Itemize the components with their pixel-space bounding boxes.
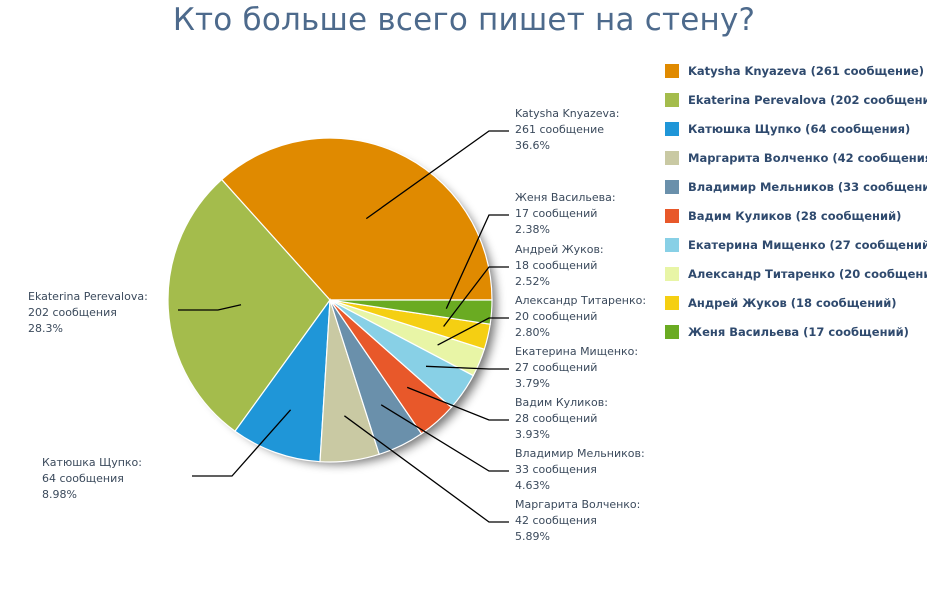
slice-label-6-line-3: 3.93% [515,428,550,441]
legend-swatch [665,209,679,223]
legend-item-3: Катюшка Щупко (64 сообщения) [665,120,927,149]
legend-swatch [665,93,679,107]
legend-label: Катюшка Щупко (64 сообщения) [688,122,911,136]
slice-label-8-line-3: 2.80% [515,326,550,339]
slice-label-2-line-3: 28.3% [28,322,63,335]
pie-slice-10 [329,299,493,325]
legend-swatch [665,64,679,78]
slice-label-3-line-3: 8.98% [42,488,77,501]
legend-label: Андрей Жуков (18 сообщений) [688,296,897,310]
legend-swatch [665,325,679,339]
slice-label-8-line-1: Александр Титаренко: [515,294,646,307]
slice-label-4-line-3: 5.89% [515,530,550,543]
leader-line-5 [380,404,509,472]
leader-line-6 [406,386,509,421]
legend-item-6: Вадим Куликов (28 сообщений) [665,207,927,236]
slice-label-4-line-1: Маргарита Волченко: [515,498,640,511]
slice-label-5-line-3: 4.63% [515,479,550,492]
legend-item-10: Женя Васильева (17 сообщений) [665,323,927,352]
chart-title: Кто больше всего пишет на стену? [172,2,756,38]
legend-swatch [665,238,679,252]
slice-label-6-line-1: Вадим Куликов: [515,396,608,409]
leader-line-2 [178,304,242,311]
leader-line-8 [437,317,509,346]
legend-label: Katysha Knyazeva (261 сообщение) [688,64,925,78]
legend-item-1: Katysha Knyazeva (261 сообщение) [665,62,927,91]
slice-label-9-line-3: 2.52% [515,275,550,288]
slice-label-1-line-2: 261 сообщение [515,123,604,136]
slice-label-7-line-2: 27 сообщений [515,361,597,374]
pie-slice-1 [220,137,493,301]
legend-item-9: Андрей Жуков (18 сообщений) [665,294,927,323]
leader-lines [178,130,509,523]
slice-label-2-line-2: 202 сообщения [28,306,117,319]
legend-item-5: Владимир Мельников (33 сообщения) [665,178,927,207]
slice-label-3-line-1: Катюшка Щупко: [42,456,142,469]
legend-swatch [665,267,679,281]
slice-label-10-line-2: 17 сообщений [515,207,597,220]
legend-item-7: Екатерина Мищенко (27 сообщений) [665,236,927,265]
slice-label-1-line-3: 36.6% [515,139,550,152]
legend: Katysha Knyazeva (261 сообщение) Ekaterin… [665,62,927,352]
slice-label-2-line-1: Ekaterina Perevalova: [28,290,148,303]
legend-item-2: Ekaterina Perevalova (202 сообщения) [665,91,927,120]
legend-swatch [665,151,679,165]
legend-item-8: Александр Титаренко (20 сообщений) [665,265,927,294]
legend-label: Маргарита Волченко (42 сообщения) [688,151,927,165]
leader-line-3 [192,409,292,477]
slice-label-5-line-1: Владимир Мельников: [515,447,645,460]
leader-line-1 [365,130,509,220]
slice-label-1-line-1: Katysha Knyazeva: [515,107,619,120]
legend-label: Ekaterina Perevalova (202 сообщения) [688,93,927,107]
pie-slice-3 [234,297,331,463]
slice-label-8-line-2: 20 сообщений [515,310,597,323]
slice-labels: Katysha Knyazeva: 261 сообщение 36.6% Ekate… [28,107,646,543]
legend-item-4: Маргарита Волченко (42 сообщения) [665,149,927,178]
legend-label: Владимир Мельников (33 сообщения) [688,180,927,194]
legend-label: Екатерина Мищенко (27 сообщений) [688,238,927,252]
slice-label-7-line-1: Екатерина Мищенко: [515,345,638,358]
legend-swatch [665,296,679,310]
slice-label-9-line-2: 18 сообщений [515,259,597,272]
slice-label-6-line-2: 28 сообщений [515,412,597,425]
slice-label-7-line-3: 3.79% [515,377,550,390]
leader-line-9 [443,266,509,327]
slice-label-4-line-2: 42 сообщения [515,514,597,527]
legend-swatch [665,180,679,194]
slice-label-9-line-1: Андрей Жуков: [515,243,604,256]
leader-line-4 [344,415,509,523]
leader-line-10 [445,214,509,309]
legend-swatch [665,122,679,136]
slice-label-5-line-2: 33 сообщения [515,463,597,476]
leader-line-7 [425,365,509,370]
legend-label: Женя Васильева (17 сообщений) [688,325,909,339]
legend-label: Вадим Куликов (28 сообщений) [688,209,902,223]
legend-label: Александр Титаренко (20 сообщений) [688,267,927,281]
pie-slice-2 [167,178,331,433]
slice-label-10-line-3: 2.38% [515,223,550,236]
slice-label-3-line-2: 64 сообщения [42,472,124,485]
pie-slices [167,137,493,463]
slice-label-10-line-1: Женя Васильева: [515,191,616,204]
